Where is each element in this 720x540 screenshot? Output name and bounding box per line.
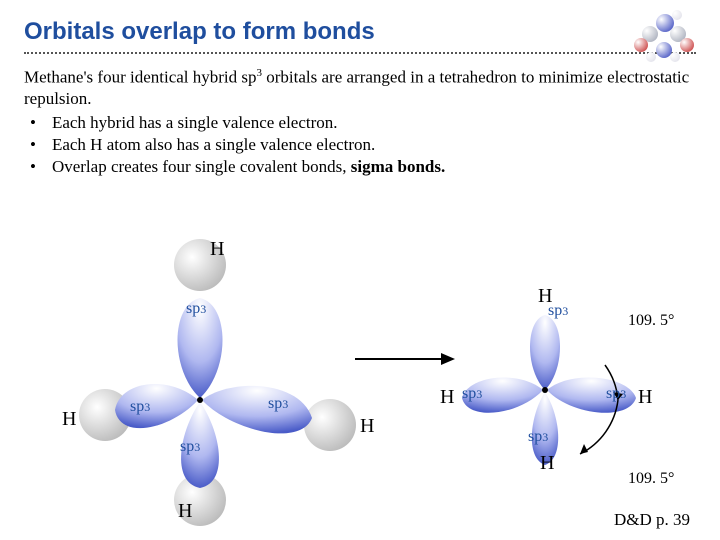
sp3-r-3: sp3 (606, 385, 626, 403)
reaction-arrow (355, 358, 443, 360)
h-label-bottom-right: H (540, 452, 554, 475)
angle-label-1: 109. 5° (628, 312, 674, 330)
sp3-label-1: sp3 (186, 300, 206, 318)
sp3-label-2: sp3 (130, 398, 150, 416)
bullet-1: Each hybrid has a single valence electro… (24, 112, 696, 134)
h-label-left: H (62, 408, 76, 431)
angle-label-2: 109. 5° (628, 470, 674, 488)
sp3-r-4: sp3 (528, 428, 548, 446)
left-orbital-diagram (20, 230, 380, 530)
bullet-2: Each H atom also has a single valence el… (24, 134, 696, 156)
sp3-r-2: sp3 (462, 385, 482, 403)
h-label-bottom-left: H (178, 500, 192, 523)
sp3-label-4: sp3 (180, 438, 200, 456)
corner-molecule-graphic (624, 6, 704, 66)
h-label-top-left: H (210, 238, 224, 261)
sp3-label-3: sp3 (268, 395, 288, 413)
footer-reference: D&D p. 39 (614, 510, 690, 530)
diagram-area: H H H H sp3 sp3 sp3 sp3 H H H H (0, 230, 720, 540)
sp3-r-1: sp3 (548, 302, 568, 320)
intro-text-1: Methane's four identical hybrid sp (24, 68, 257, 87)
body-text: Methane's four identical hybrid sp3 orbi… (0, 54, 720, 177)
h-label-right-right: H (638, 386, 652, 409)
h-label-right-left: H (360, 415, 374, 438)
h-label-left-right: H (440, 386, 454, 409)
bullet-3: Overlap creates four single covalent bon… (24, 156, 696, 178)
slide-title: Orbitals overlap to form bonds (0, 0, 720, 52)
